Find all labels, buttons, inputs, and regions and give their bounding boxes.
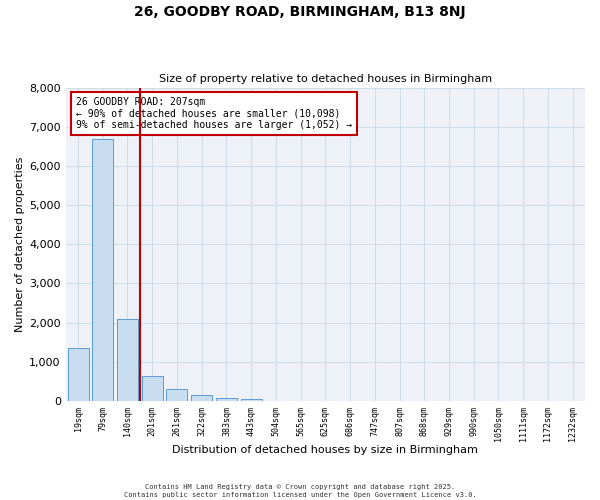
Bar bbox=[166, 389, 187, 401]
Bar bbox=[142, 376, 163, 401]
Text: 26 GOODBY ROAD: 207sqm
← 90% of detached houses are smaller (10,098)
9% of semi-: 26 GOODBY ROAD: 207sqm ← 90% of detached… bbox=[76, 97, 352, 130]
Bar bbox=[216, 398, 237, 401]
Bar bbox=[117, 319, 138, 401]
Text: 26, GOODBY ROAD, BIRMINGHAM, B13 8NJ: 26, GOODBY ROAD, BIRMINGHAM, B13 8NJ bbox=[134, 5, 466, 19]
Text: Contains HM Land Registry data © Crown copyright and database right 2025.
Contai: Contains HM Land Registry data © Crown c… bbox=[124, 484, 476, 498]
Title: Size of property relative to detached houses in Birmingham: Size of property relative to detached ho… bbox=[159, 74, 492, 84]
X-axis label: Distribution of detached houses by size in Birmingham: Distribution of detached houses by size … bbox=[172, 445, 478, 455]
Bar bbox=[68, 348, 89, 401]
Y-axis label: Number of detached properties: Number of detached properties bbox=[15, 156, 25, 332]
Bar bbox=[191, 395, 212, 401]
Bar bbox=[92, 140, 113, 401]
Bar bbox=[241, 399, 262, 401]
